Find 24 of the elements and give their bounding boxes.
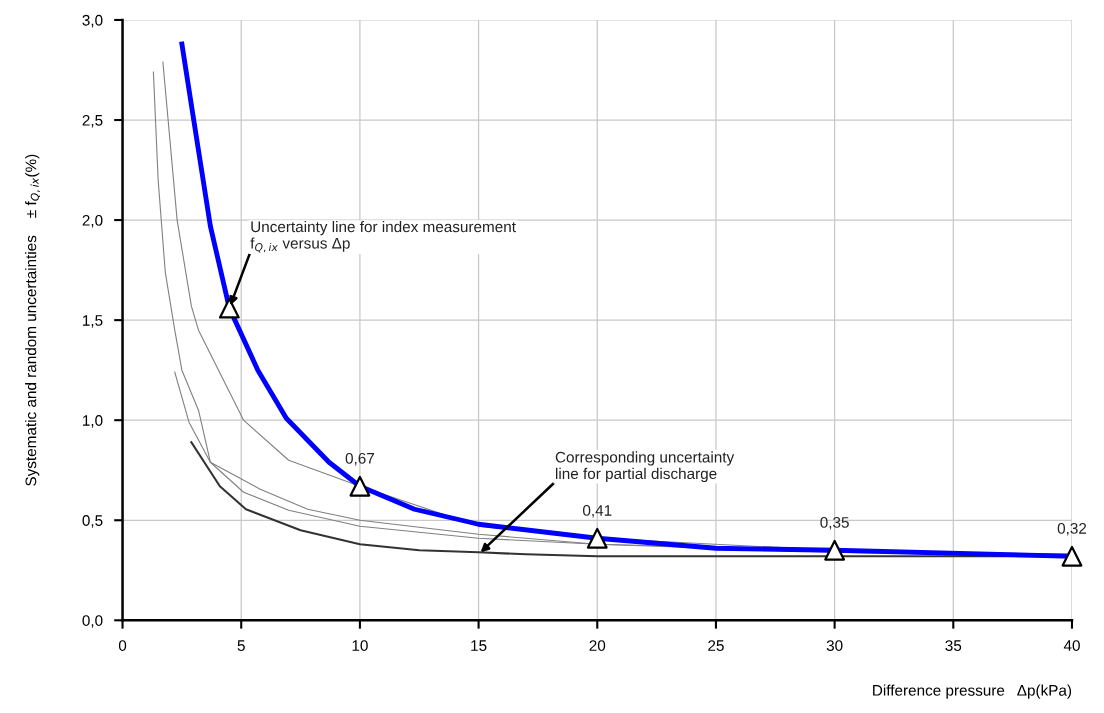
x-axis-title: Difference pressure Δp(kPa): [873, 684, 1072, 699]
x-tick-label: 25: [708, 640, 724, 651]
y-tick-label: 2,5: [82, 114, 103, 128]
x-tick-label: 10: [352, 640, 368, 651]
y-axis-title: Systematic and random uncertainties ± f$_{Q,ix}$(%): [25, 154, 41, 486]
y-tick-label: 3,0: [82, 14, 103, 28]
annotation: Uncertainty line for index measurement f$_{Q,ix}$ versus Δp: [250, 220, 516, 253]
data-label: 0,35: [820, 516, 849, 530]
x-tick-label: 5: [237, 640, 245, 651]
x-tick-label: 15: [471, 640, 487, 651]
data-label: 0,41: [582, 504, 612, 518]
annotation: Corresponding uncertainty line for partial discharge: [555, 451, 735, 483]
x-tick-label: 35: [945, 640, 962, 651]
y-tick-label: 0,0: [82, 615, 103, 628]
x-tick-label: 0: [118, 640, 127, 651]
y-tick-label: 1,0: [83, 415, 103, 428]
data-label: 0,32: [1057, 522, 1087, 536]
y-tick-label: 2,0: [82, 214, 103, 228]
data-label: 0,67: [345, 452, 375, 466]
x-tick-label: 40: [1063, 640, 1080, 651]
y-tick-label: 1,5: [83, 315, 103, 328]
x-tick-label: 30: [826, 640, 843, 651]
y-tick-label: 0,5: [82, 515, 103, 528]
x-tick-label: 20: [589, 640, 606, 651]
